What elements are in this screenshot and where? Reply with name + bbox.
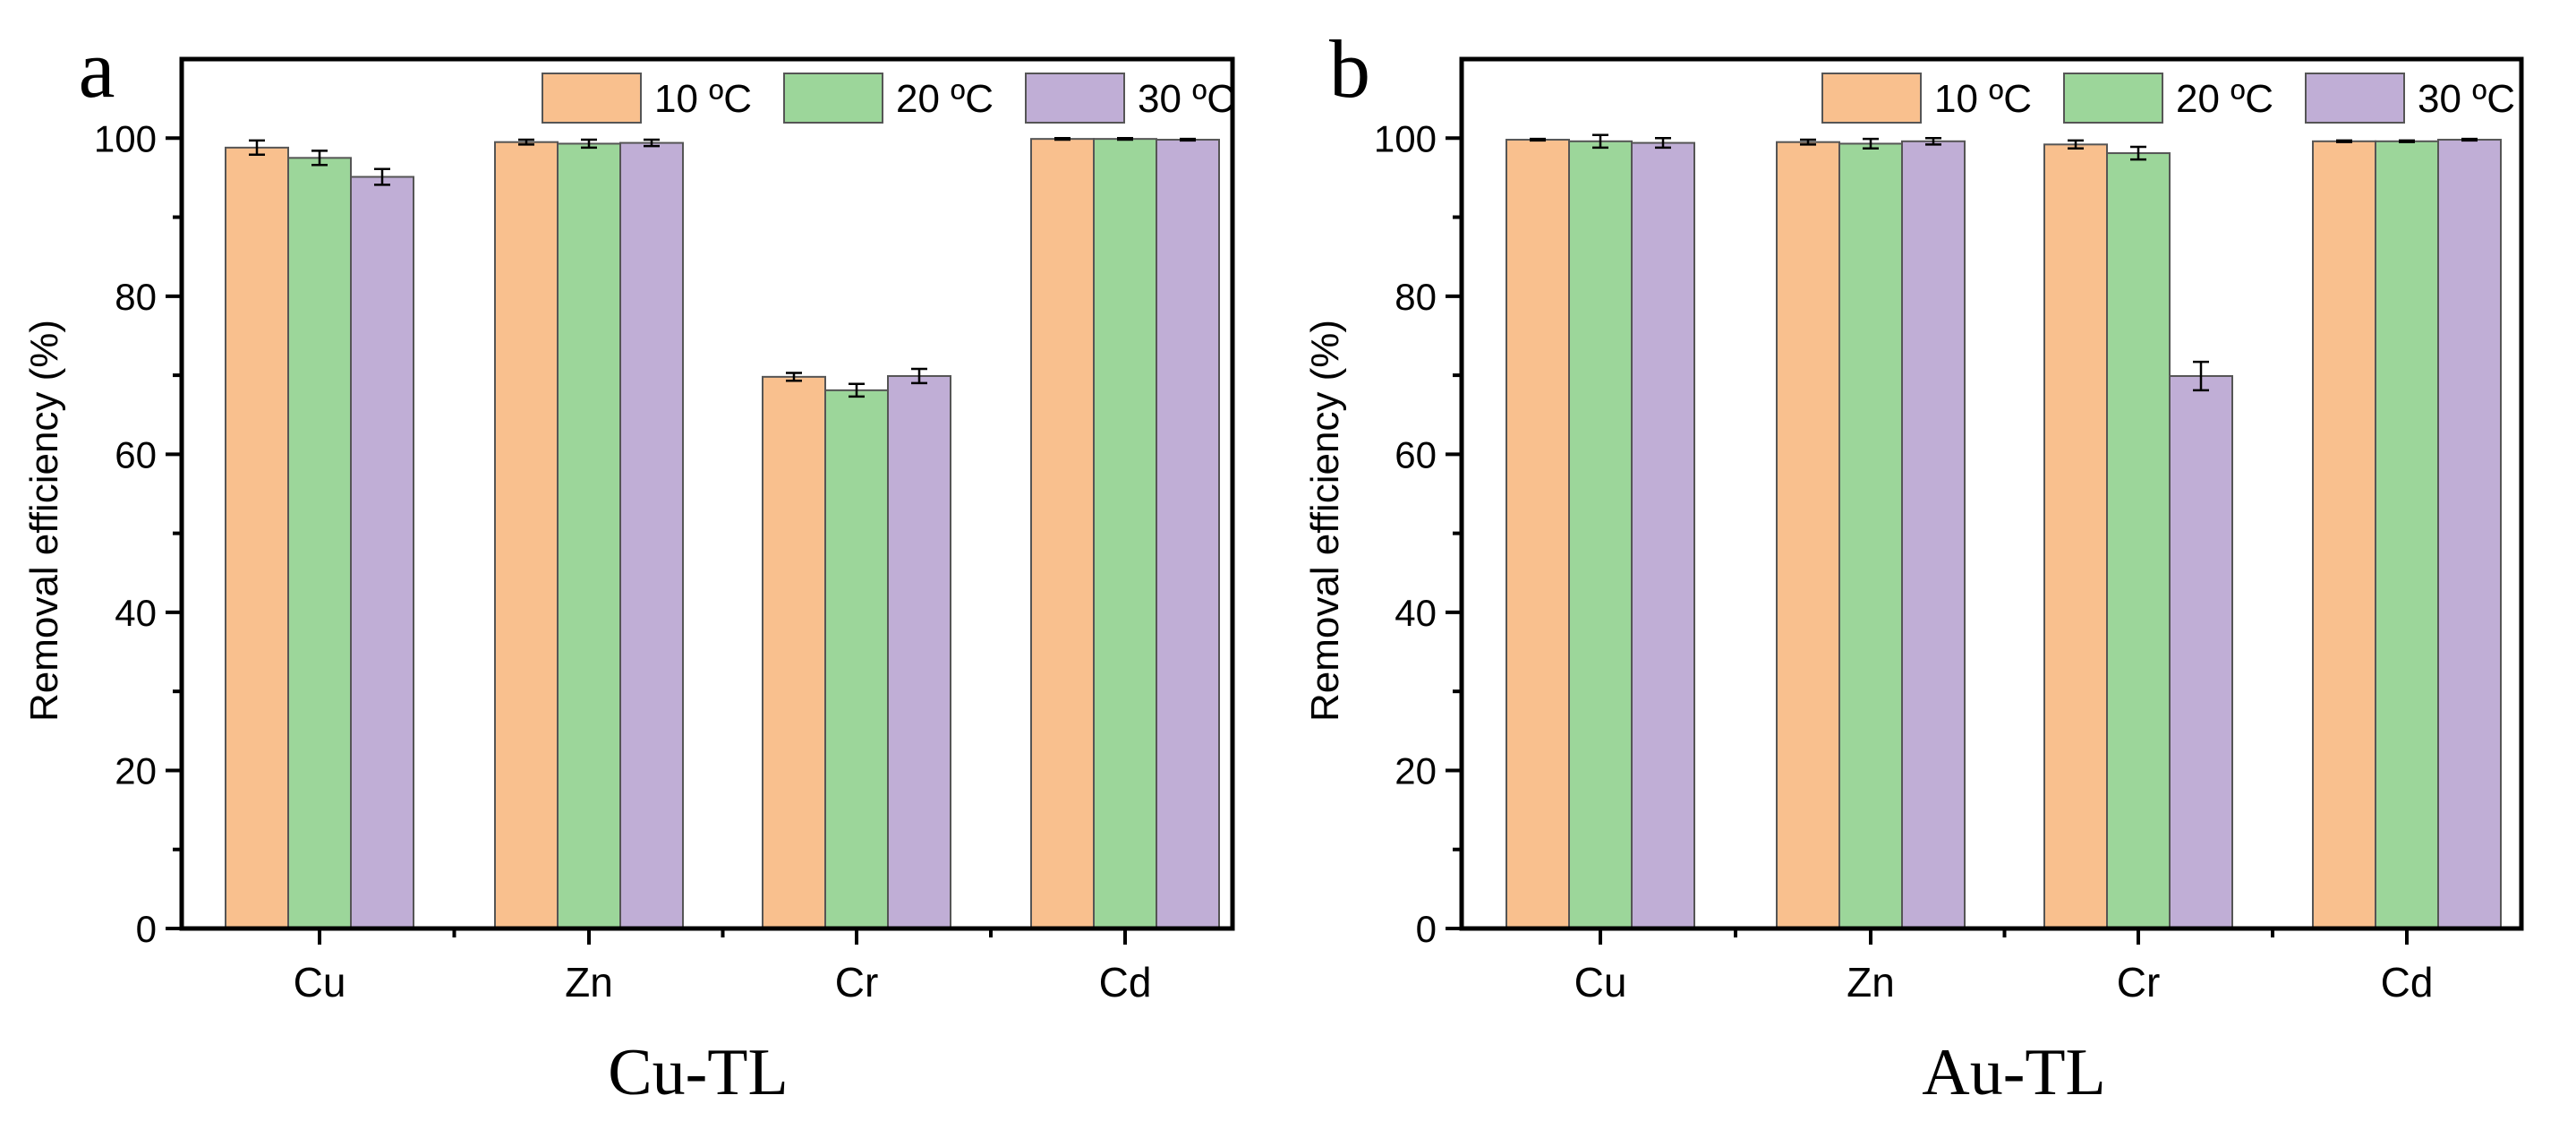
error-bar-cd-series-2 [1117,137,1133,141]
error-bar-cr-series-1 [2068,139,2084,150]
legend-label-series-2: 20 ºC [896,77,994,121]
bar-cu-series-1 [225,146,289,929]
legend-swatch-series-3 [2305,73,2405,124]
error-bar-zn-series-2 [581,138,597,150]
plot-frame [1459,56,2524,931]
legend-swatch-series-2 [2063,73,2163,124]
error-bar-zn-series-3 [644,138,660,148]
legend-label-series-1: 10 ºC [654,77,752,121]
legend-label-series-1: 10 ºC [1934,77,2032,121]
error-bar-zn-series-1 [1800,138,1816,146]
error-bar-zn-series-3 [1925,137,1941,146]
error-bar-cu-series-2 [311,150,328,167]
x-tick-label-zn: Zn [565,959,613,1005]
y-tick-label: 60 [115,433,157,475]
bar-zn-series-1 [494,141,559,930]
error-bar-cu-series-1 [1530,137,1546,142]
bar-cd-series-3 [2437,139,2502,929]
bar-zn-series-3 [619,141,684,929]
error-bar-cr-series-2 [2130,145,2146,161]
bar-cu-series-1 [1506,139,1570,929]
bar-cr-series-2 [824,389,889,929]
bar-cr-series-3 [887,374,951,929]
x-tick-label-cu: Cu [1574,959,1627,1005]
bar-cd-series-2 [2375,140,2439,929]
x-tick-label-cu: Cu [294,959,346,1005]
error-bar-cr-series-3 [2193,360,2209,392]
error-bar-cd-series-3 [2461,137,2478,142]
error-bar-cr-series-2 [849,382,865,398]
y-tick-label: 40 [1395,592,1437,634]
bar-cr-series-1 [2043,143,2108,930]
bar-cr-series-2 [2106,152,2171,929]
y-tick-label: 20 [1395,749,1437,792]
error-bar-cu-series-3 [374,167,390,186]
error-bar-cd-series-1 [1054,137,1070,141]
bar-zn-series-3 [1901,140,1966,929]
legend: 10 ºC 20 ºC 30 ºC [1821,73,2515,124]
bar-zn-series-2 [1838,142,1903,929]
bar-cu-series-3 [1631,141,1695,929]
y-tick-label: 80 [1395,276,1437,318]
legend-swatch-series-1 [1821,73,1922,124]
y-tick-label: 40 [115,592,157,634]
y-tick-label: 0 [136,908,157,950]
legend-swatch-series-2 [783,73,883,124]
x-tick-label-cr: Cr [835,959,879,1005]
plot-frame [179,56,1235,931]
bar-cd-series-1 [2312,140,2376,929]
error-bar-cr-series-1 [786,372,802,382]
y-axis-label: Removal efficiency (%) [22,320,66,722]
y-tick-label: 100 [1374,117,1437,159]
panel-letter: b [1329,23,1370,115]
error-bar-cu-series-2 [1592,133,1608,150]
legend-label-series-3: 30 ºC [2418,77,2515,121]
y-tick-label: 80 [115,276,157,318]
panel-a: 0 20 40 60 80 100 Cu Zn Cr Cd Removal efficiency (… [22,23,1235,1109]
error-bar-zn-series-2 [1863,137,1879,150]
chart-title: Cu-TL [608,1036,788,1109]
panel-b: 0 20 40 60 80 100 Cu Zn Cr Cd Removal efficiency (… [1303,23,2524,1109]
error-bar-cu-series-1 [249,139,265,157]
panel-letter: a [79,23,115,115]
legend-swatch-series-3 [1025,73,1125,124]
bar-cd-series-1 [1030,138,1095,929]
x-tick-label-zn: Zn [1847,959,1895,1005]
bar-cu-series-2 [1568,140,1633,929]
bar-cd-series-2 [1093,138,1157,929]
x-tick-label-cd: Cd [2381,959,2434,1005]
error-bar-cd-series-2 [2399,139,2415,143]
legend: 10 ºC 20 ºC 30 ºC [542,73,1235,124]
error-bar-cd-series-3 [1180,137,1196,142]
legend-label-series-2: 20 ºC [2176,77,2273,121]
bar-cr-series-3 [2169,374,2233,929]
y-tick-label: 0 [1416,908,1437,950]
bar-zn-series-2 [557,142,621,929]
bar-zn-series-1 [1776,141,1840,930]
error-bar-cd-series-1 [2336,139,2352,143]
chart-title: Au-TL [1922,1036,2106,1109]
y-axis-label: Removal efficiency (%) [1303,320,1347,722]
legend-swatch-series-1 [542,73,642,124]
bar-cd-series-3 [1156,139,1220,929]
bar-cu-series-2 [287,157,352,930]
error-bar-cr-series-3 [911,367,927,385]
error-bar-zn-series-1 [518,138,534,146]
y-tick-label: 100 [94,117,157,159]
x-tick-label-cr: Cr [2117,959,2161,1005]
error-bar-cu-series-3 [1655,137,1671,150]
legend-label-series-3: 30 ºC [1138,77,1235,121]
bar-cu-series-3 [350,175,414,929]
bar-cr-series-1 [762,375,826,929]
x-tick-label-cd: Cd [1099,959,1152,1005]
y-tick-label: 60 [1395,433,1437,475]
y-tick-label: 20 [115,749,157,792]
